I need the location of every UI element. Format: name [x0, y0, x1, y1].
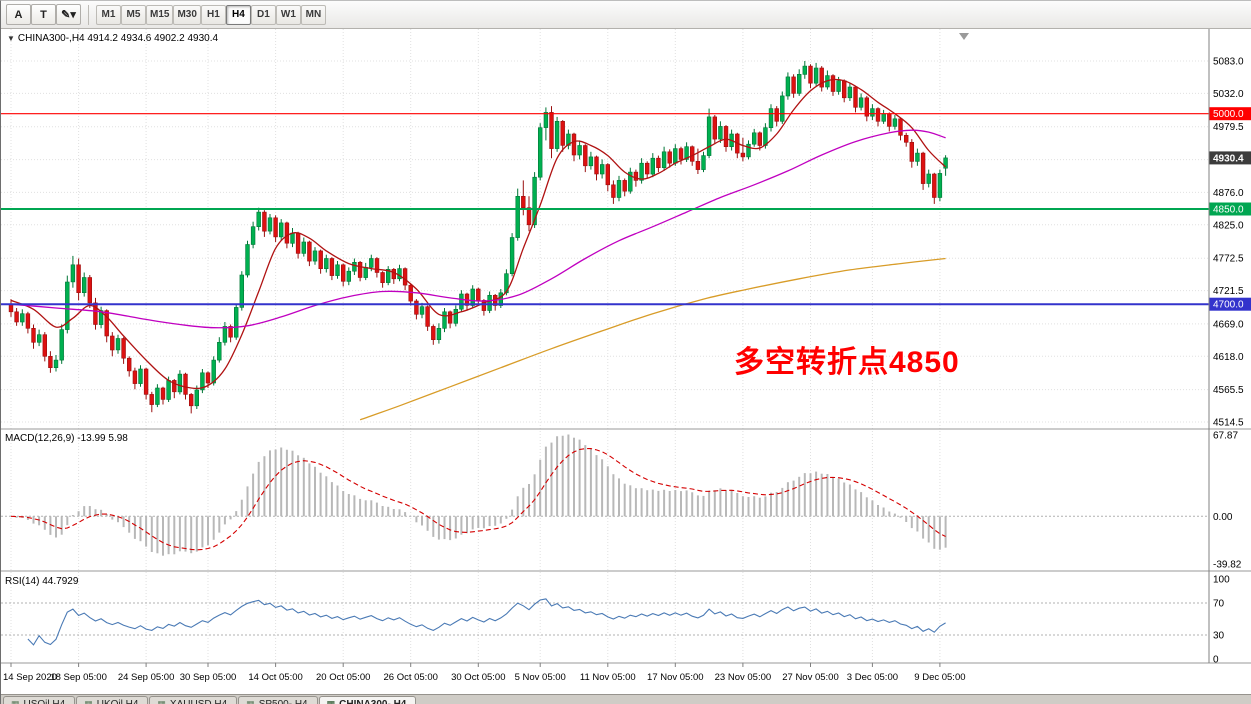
- toolbar: A T ✎▾ M1 M5 M15 M30 H1 H4 D1 W1 MN: [1, 1, 1251, 29]
- timeframe-d1-button[interactable]: D1: [250, 4, 276, 25]
- svg-text:5 Nov 05:00: 5 Nov 05:00: [515, 672, 566, 683]
- toolbar-separator: [88, 4, 89, 25]
- chart-tab-icon: ▦: [326, 699, 336, 704]
- svg-text:14 Oct 05:00: 14 Oct 05:00: [248, 672, 302, 683]
- chart-tab-label: USOil,H4: [24, 699, 66, 704]
- price-chart-canvas[interactable]: 5083.0 5032.0 4979.5 4876.0 4825.0 4772.5 4721…: [1, 29, 1251, 689]
- svg-text:20 Oct 05:00: 20 Oct 05:00: [316, 672, 370, 683]
- svg-text:100: 100: [1213, 575, 1230, 586]
- svg-text:5000.0: 5000.0: [1213, 109, 1244, 120]
- svg-text:0: 0: [1213, 655, 1219, 666]
- svg-text:4876.0: 4876.0: [1213, 188, 1244, 199]
- chart-tab-xauusdh4[interactable]: ▦ XAUUSD,H4: [149, 696, 238, 704]
- timeframe-h1-button[interactable]: H1: [200, 4, 226, 25]
- price-axis-labels: 5083.0 5032.0 4979.5 4876.0 4825.0 4772.5 4721…: [1213, 57, 1244, 429]
- price-box-5000.0: [1209, 107, 1251, 121]
- current-price-box: [1209, 151, 1251, 165]
- indicators-menu-button[interactable]: ✎▾: [56, 4, 81, 25]
- svg-text:9 Dec 05:00: 9 Dec 05:00: [914, 672, 965, 683]
- chart-tab-label: XAUUSD,H4: [170, 699, 227, 704]
- svg-text:30: 30: [1213, 631, 1225, 642]
- timeframe-mn-button[interactable]: MN: [300, 4, 326, 25]
- svg-text:67.87: 67.87: [1213, 431, 1238, 442]
- timeframe-h4-button[interactable]: H4: [225, 4, 251, 25]
- svg-text:-39.82: -39.82: [1213, 560, 1242, 571]
- chart-area[interactable]: 5083.0 5032.0 4979.5 4876.0 4825.0 4772.5 4721…: [1, 29, 1251, 694]
- chart-tab-sp500h4[interactable]: ▦ SP500-,H4: [238, 696, 318, 704]
- svg-text:4825.0: 4825.0: [1213, 220, 1244, 231]
- svg-text:30 Oct 05:00: 30 Oct 05:00: [451, 672, 505, 683]
- rsi-pane-label: RSI(14) 44.7929: [5, 576, 79, 587]
- chart-title: ▼ CHINA300-,H4 4914.2 4934.6 4902.2 4930.…: [7, 33, 219, 44]
- chart-tab-icon: ▦: [157, 699, 166, 704]
- svg-text:4979.5: 4979.5: [1213, 122, 1244, 133]
- svg-text:23 Nov 05:00: 23 Nov 05:00: [715, 672, 772, 683]
- svg-text:4669.0: 4669.0: [1213, 319, 1244, 330]
- macd-histogram: [15, 434, 947, 556]
- rsi-axis-labels: 100 70 30 0: [1213, 575, 1230, 666]
- svg-text:11 Nov 05:00: 11 Nov 05:00: [580, 672, 636, 683]
- price-box-4700.0: [1209, 297, 1251, 311]
- ma-orange-line: [359, 257, 946, 421]
- ma-magenta-line: [10, 129, 946, 329]
- svg-text:4930.4: 4930.4: [1213, 153, 1244, 164]
- candles-layer: [8, 61, 948, 414]
- chart-tab-china300h4[interactable]: ▦CHINA300-,H4: [318, 696, 417, 704]
- timeframe-button-group: M1 M5 M15 M30 H1 H4 D1 W1 MN: [96, 4, 326, 25]
- svg-text:4618.0: 4618.0: [1213, 352, 1244, 363]
- macd-axis-labels: 67.87 0.00 -39.82: [1213, 431, 1242, 571]
- timeframe-m15-button[interactable]: M15: [146, 4, 174, 25]
- svg-text:14 Sep 2020: 14 Sep 2020: [3, 672, 57, 683]
- cursor-tool-button[interactable]: A: [6, 4, 31, 25]
- chart-tab-icon: ▦: [246, 699, 255, 704]
- svg-text:27 Nov 05:00: 27 Nov 05:00: [782, 672, 839, 683]
- timeframe-m1-button[interactable]: M1: [96, 4, 121, 25]
- svg-text:17 Nov 05:00: 17 Nov 05:00: [647, 672, 704, 683]
- chart-annotation-text: 多空转折点4850: [734, 346, 960, 379]
- svg-text:4850.0: 4850.0: [1213, 205, 1244, 216]
- macd-pane-label: MACD(12,26,9) -13.99 5.98: [5, 433, 128, 444]
- price-box-4850.0: [1209, 202, 1251, 216]
- chart-tab-icon: ▦: [84, 699, 93, 704]
- timeframe-m5-button[interactable]: M5: [121, 4, 146, 25]
- tool-button-group: A T ✎▾: [6, 4, 81, 25]
- svg-text:70: 70: [1213, 599, 1225, 610]
- chart-tab-icon: ▦: [11, 699, 20, 704]
- svg-text:4514.5: 4514.5: [1213, 418, 1244, 429]
- svg-text:4700.0: 4700.0: [1213, 300, 1244, 311]
- chart-shift-marker-icon[interactable]: [959, 33, 969, 40]
- svg-text:30 Sep 05:00: 30 Sep 05:00: [180, 672, 237, 683]
- ma-red-line: [10, 78, 947, 390]
- svg-text:3 Dec 05:00: 3 Dec 05:00: [847, 672, 898, 683]
- symbol-marker-icon: ▼: [7, 34, 15, 43]
- chart-tab-label: UKOil,H4: [97, 699, 139, 704]
- chart-tab-label: CHINA300-,H4: [339, 699, 406, 704]
- macd-signal-line: [10, 448, 946, 551]
- svg-text:4565.5: 4565.5: [1213, 385, 1244, 396]
- horizontal-gridlines: [1, 60, 1209, 423]
- svg-text:26 Oct 05:00: 26 Oct 05:00: [383, 672, 437, 683]
- timeframe-m30-button[interactable]: M30: [173, 4, 201, 25]
- chart-tab-label: SP500-,H4: [259, 699, 308, 704]
- svg-text:18 Sep 05:00: 18 Sep 05:00: [50, 672, 107, 683]
- chart-tab-ukoilh4[interactable]: ▦ UKOil,H4: [76, 696, 149, 704]
- svg-text:5032.0: 5032.0: [1213, 89, 1244, 100]
- timeframe-w1-button[interactable]: W1: [275, 4, 301, 25]
- svg-text:5083.0: 5083.0: [1213, 57, 1244, 68]
- svg-text:4772.5: 4772.5: [1213, 254, 1244, 265]
- svg-text:0.00: 0.00: [1213, 512, 1233, 523]
- text-tool-button[interactable]: T: [31, 4, 56, 25]
- chart-tab-bar: ▦USOil,H4▦UKOil,H4▦XAUUSD,H4▦SP500-,H4▦C…: [1, 694, 1251, 704]
- chart-tab-usoilh4[interactable]: ▦ USOil,H4: [3, 696, 76, 704]
- svg-text:24 Sep 05:00: 24 Sep 05:00: [118, 672, 175, 683]
- rsi-line: [27, 598, 946, 646]
- svg-text:4721.5: 4721.5: [1213, 286, 1244, 297]
